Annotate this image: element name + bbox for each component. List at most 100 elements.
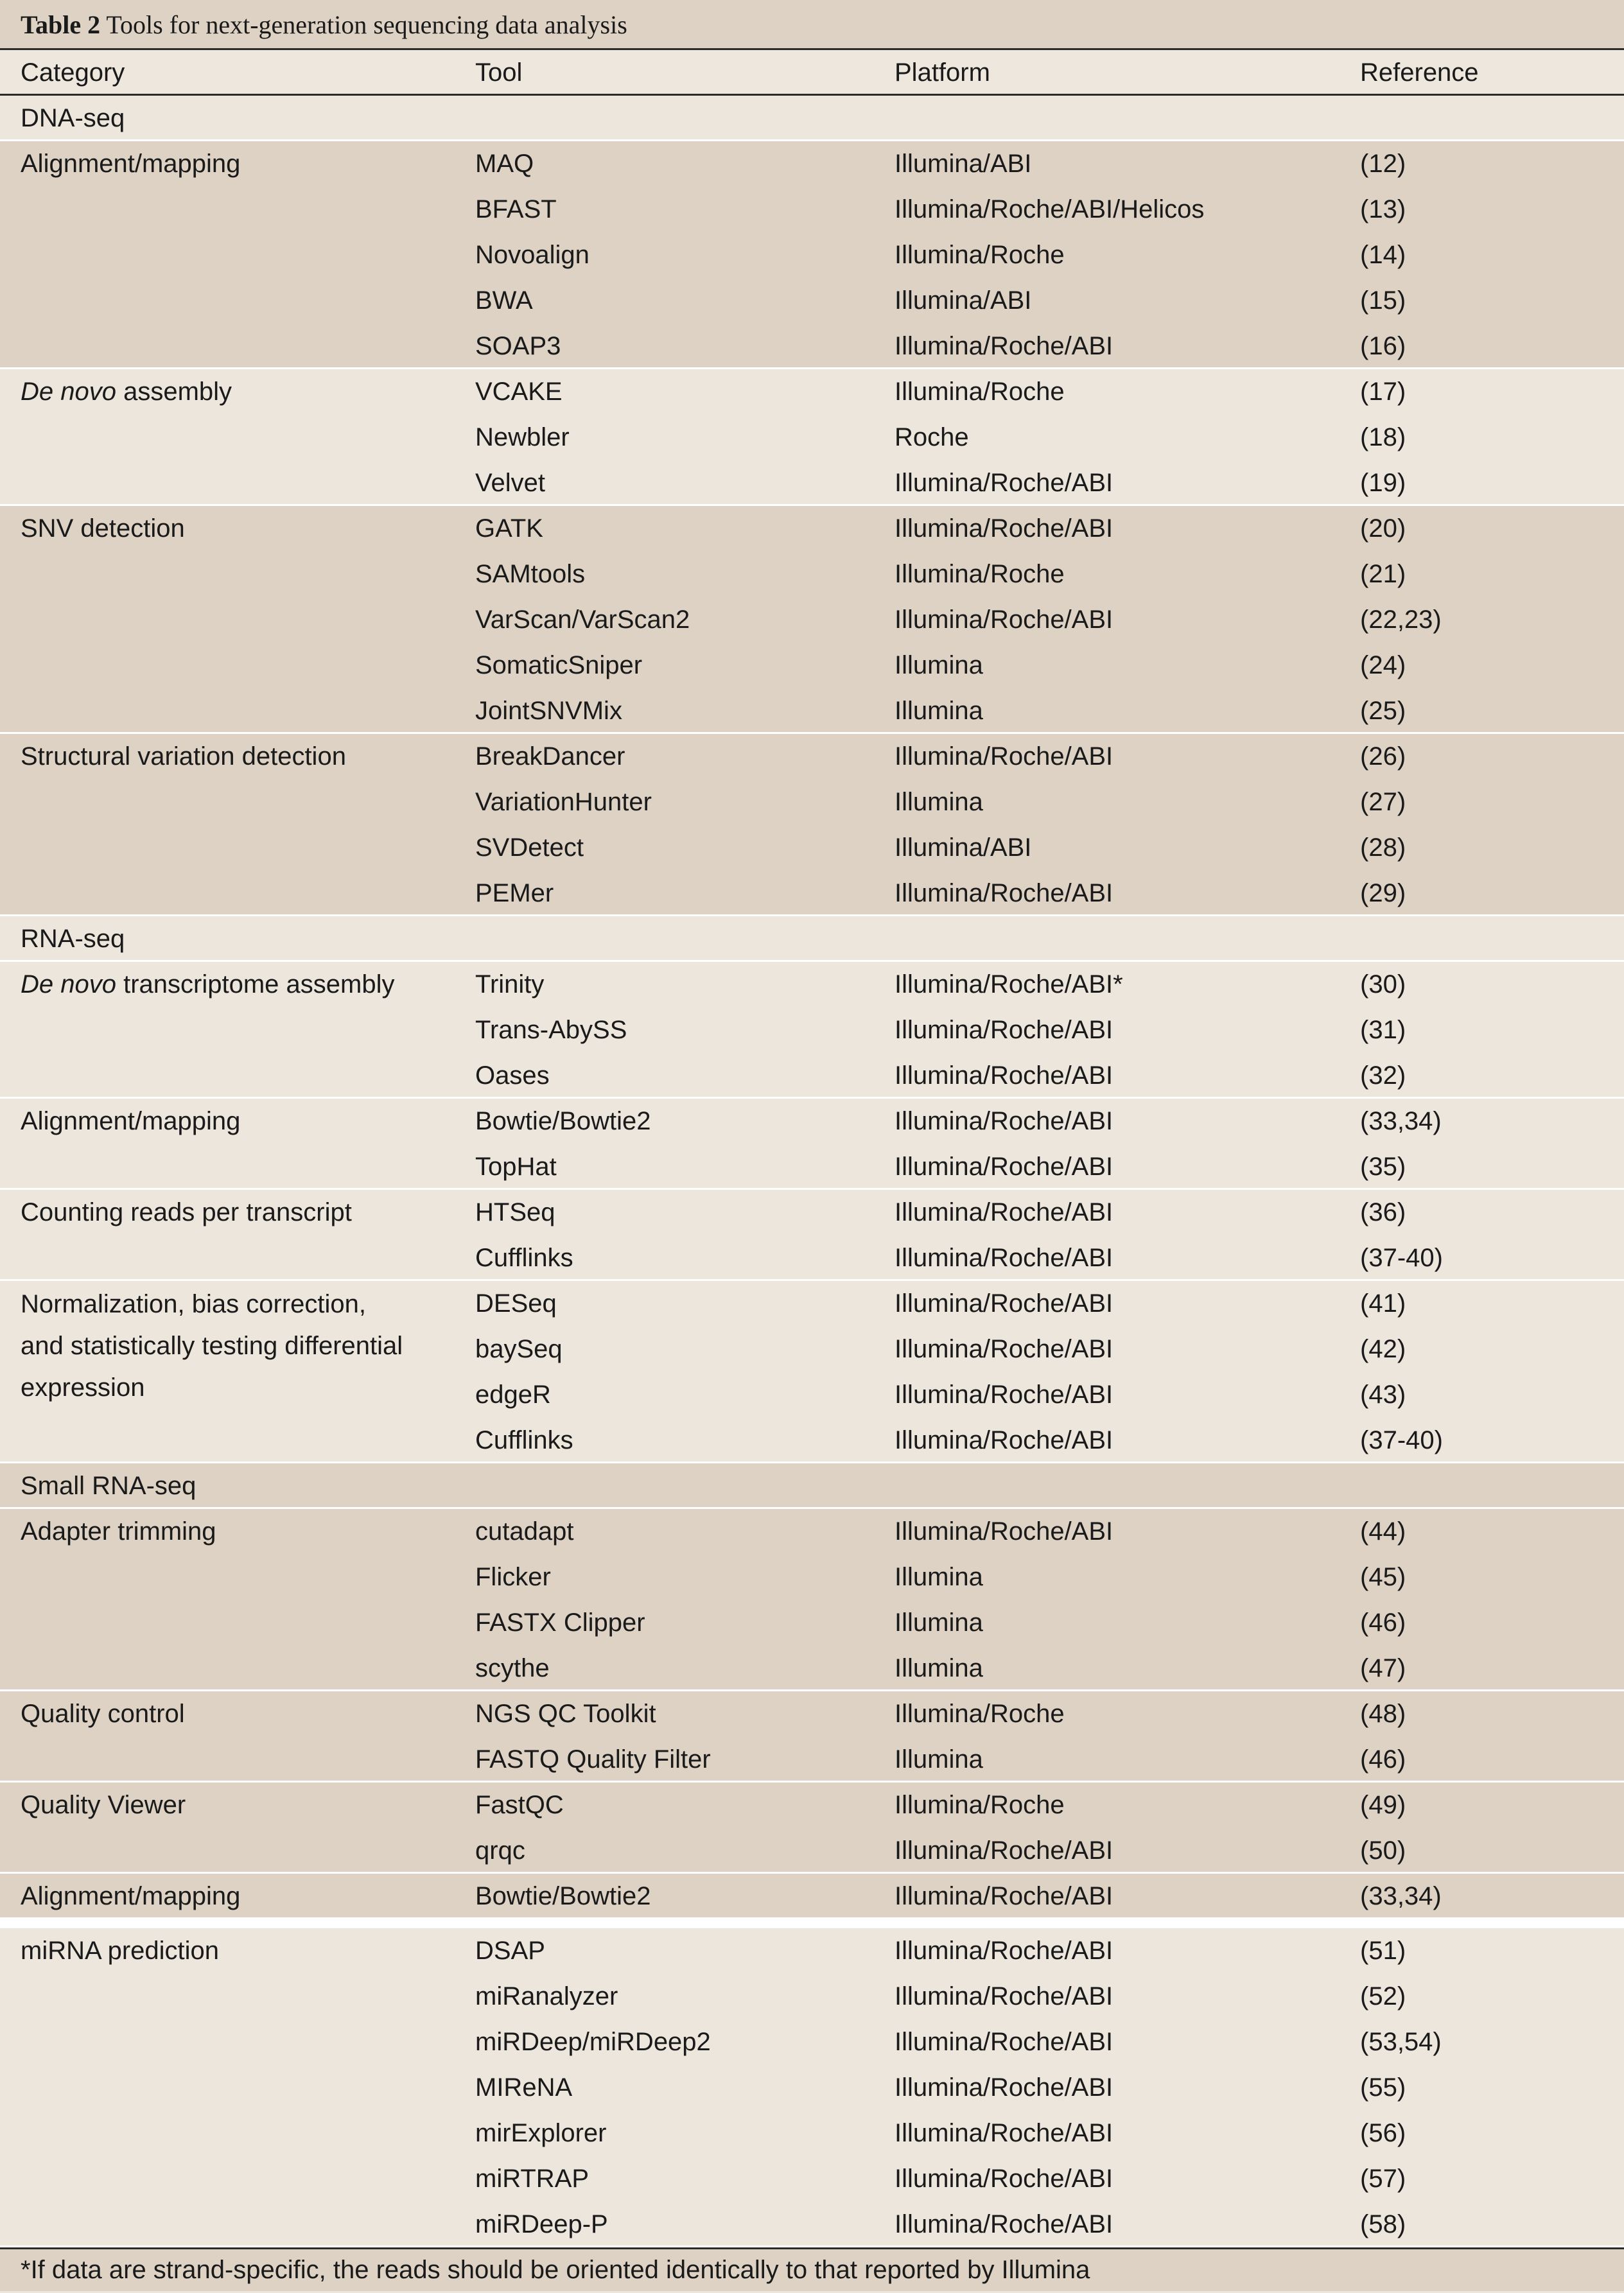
- tool-cell: Novoalign: [475, 241, 589, 269]
- tool-cell: VarScan/VarScan2: [475, 606, 690, 634]
- platform-cell: Illumina/Roche/ABI: [895, 1335, 1113, 1363]
- category-italic: De novo: [21, 378, 116, 406]
- reference-cell: (13): [1360, 195, 1406, 223]
- platform-cell: Illumina/Roche/ABI: [895, 1517, 1113, 1546]
- reference-cell: (16): [1360, 332, 1406, 360]
- tool-cell: VCAKE: [475, 378, 563, 406]
- platform-cell: Illumina/ABI: [895, 150, 1032, 178]
- tool-cell: cutadapt: [475, 1517, 574, 1546]
- reference-cell: (25): [1360, 697, 1406, 725]
- header-platform: Platform: [895, 58, 990, 87]
- reference-cell: (37-40): [1360, 1244, 1443, 1272]
- platform-cell: Illumina/Roche/ABI: [895, 1244, 1113, 1272]
- tool-cell: Oases: [475, 1061, 550, 1090]
- reference-cell: (20): [1360, 514, 1406, 543]
- reference-cell: (32): [1360, 1061, 1406, 1090]
- category-line: expression: [21, 1373, 145, 1402]
- platform-cell: Illumina: [895, 1609, 983, 1637]
- platform-cell: Illumina/Roche/ABI: [895, 1061, 1113, 1090]
- platform-cell: Illumina/Roche/ABI: [895, 2119, 1113, 2147]
- category-cell: Normalization, bias correction, and stati…: [21, 1284, 457, 1409]
- table-label: Table 2: [21, 10, 101, 39]
- tool-cell: FASTX Clipper: [475, 1609, 645, 1637]
- reference-cell: (26): [1360, 742, 1406, 771]
- header-reference: Reference: [1360, 58, 1479, 87]
- reference-cell: (45): [1360, 1563, 1406, 1591]
- reference-cell: (47): [1360, 1654, 1406, 1682]
- tool-cell: SOAP3: [475, 332, 561, 360]
- reference-cell: (31): [1360, 1016, 1406, 1044]
- platform-cell: Illumina/Roche/ABI: [895, 2073, 1113, 2102]
- reference-cell: (21): [1360, 560, 1406, 588]
- platform-cell: Illumina: [895, 1563, 983, 1591]
- category-cell: De novo assembly: [21, 369, 232, 415]
- section-row: RNA-seq: [0, 916, 1624, 962]
- tool-cell: HTSeq: [475, 1198, 555, 1226]
- reference-cell: (50): [1360, 1836, 1406, 1865]
- reference-cell: (24): [1360, 651, 1406, 679]
- platform-cell: Illumina/ABI: [895, 286, 1032, 315]
- reference-cell: (58): [1360, 2210, 1406, 2238]
- category-group: Alignment/mapping Bowtie/Bowtie2 Illumina/…: [0, 1099, 1624, 1190]
- tool-cell: GATK: [475, 514, 543, 543]
- tool-cell: Velvet: [475, 469, 545, 497]
- reference-cell: (36): [1360, 1198, 1406, 1226]
- platform-cell: Illumina/Roche/ABI: [895, 606, 1113, 634]
- tool-cell: BWA: [475, 286, 533, 315]
- category-cell: Structural variation detection: [21, 742, 346, 771]
- platform-cell: Illumina/Roche/ABI: [895, 1016, 1113, 1044]
- category-group: Counting reads per transcript HTSeq Illumi…: [0, 1190, 1624, 1281]
- tool-cell: scythe: [475, 1654, 550, 1682]
- platform-cell: Illumina/Roche/ABI: [895, 1107, 1113, 1135]
- category-group: miRNA prediction DSAP Illumina/Roche/ABI (5…: [0, 1928, 1624, 2247]
- platform-cell: Illumina/Roche/ABI: [895, 1198, 1113, 1226]
- platform-cell: Illumina/Roche/ABI: [895, 2028, 1113, 2056]
- platform-cell: Illumina: [895, 788, 983, 816]
- section-gap: [0, 1919, 1624, 1928]
- section-title: Small RNA-seq: [21, 1472, 196, 1500]
- tool-cell: Bowtie/Bowtie2: [475, 1107, 651, 1135]
- tool-cell: Flicker: [475, 1563, 551, 1591]
- reference-cell: (12): [1360, 150, 1406, 178]
- header-category: Category: [21, 58, 125, 87]
- tool-cell: BreakDancer: [475, 742, 625, 771]
- reference-cell: (33,34): [1360, 1107, 1442, 1135]
- tool-cell: VariationHunter: [475, 788, 652, 816]
- category-cell: Quality Viewer: [21, 1791, 186, 1819]
- category-group: Alignment/mapping MAQ Illumina/ABI (12) BFAS…: [0, 141, 1624, 369]
- reference-cell: (51): [1360, 1937, 1406, 1965]
- platform-cell: Illumina: [895, 1745, 983, 1774]
- platform-cell: Illumina/Roche: [895, 560, 1065, 588]
- tool-cell: miRDeep/miRDeep2: [475, 2028, 711, 2056]
- table-footnote: *If data are strand-specific, the reads …: [0, 2247, 1624, 2291]
- reference-cell: (18): [1360, 423, 1406, 451]
- reference-cell: (19): [1360, 469, 1406, 497]
- tool-cell: BFAST: [475, 195, 557, 223]
- reference-cell: (43): [1360, 1381, 1406, 1409]
- reference-cell: (33,34): [1360, 1882, 1442, 1910]
- reference-cell: (37-40): [1360, 1426, 1443, 1454]
- platform-cell: Illumina/Roche/ABI: [895, 1836, 1113, 1865]
- tool-cell: SomaticSniper: [475, 651, 643, 679]
- category-cell: Counting reads per transcript: [21, 1198, 352, 1226]
- category-cell: De novo transcriptome assembly: [21, 962, 394, 1007]
- platform-cell: Illumina/Roche/ABI: [895, 332, 1113, 360]
- category-group: Structural variation detection BreakDance…: [0, 734, 1624, 916]
- table-caption: Tools for next-generation sequencing dat…: [106, 10, 627, 39]
- platform-cell: Illumina/Roche/ABI: [895, 1426, 1113, 1454]
- category-cell: Alignment/mapping: [21, 150, 241, 178]
- platform-cell: Illumina/Roche/ABI: [895, 1153, 1113, 1181]
- platform-cell: Illumina/Roche/ABI: [895, 742, 1113, 771]
- platform-cell: Illumina/Roche: [895, 1700, 1065, 1728]
- tool-cell: miRDeep-P: [475, 2210, 608, 2238]
- reference-cell: (17): [1360, 378, 1406, 406]
- platform-cell: Illumina/ABI: [895, 833, 1032, 862]
- platform-cell: Illumina/Roche/ABI: [895, 2165, 1113, 2193]
- tool-cell: FastQC: [475, 1791, 564, 1819]
- tool-cell: SVDetect: [475, 833, 584, 862]
- platform-cell: Illumina/Roche: [895, 378, 1065, 406]
- category-group: Normalization, bias correction, and stati…: [0, 1281, 1624, 1463]
- tool-cell: qrqc: [475, 1836, 525, 1865]
- platform-cell: Roche: [895, 423, 969, 451]
- platform-cell: Illumina/Roche/ABI/Helicos: [895, 195, 1205, 223]
